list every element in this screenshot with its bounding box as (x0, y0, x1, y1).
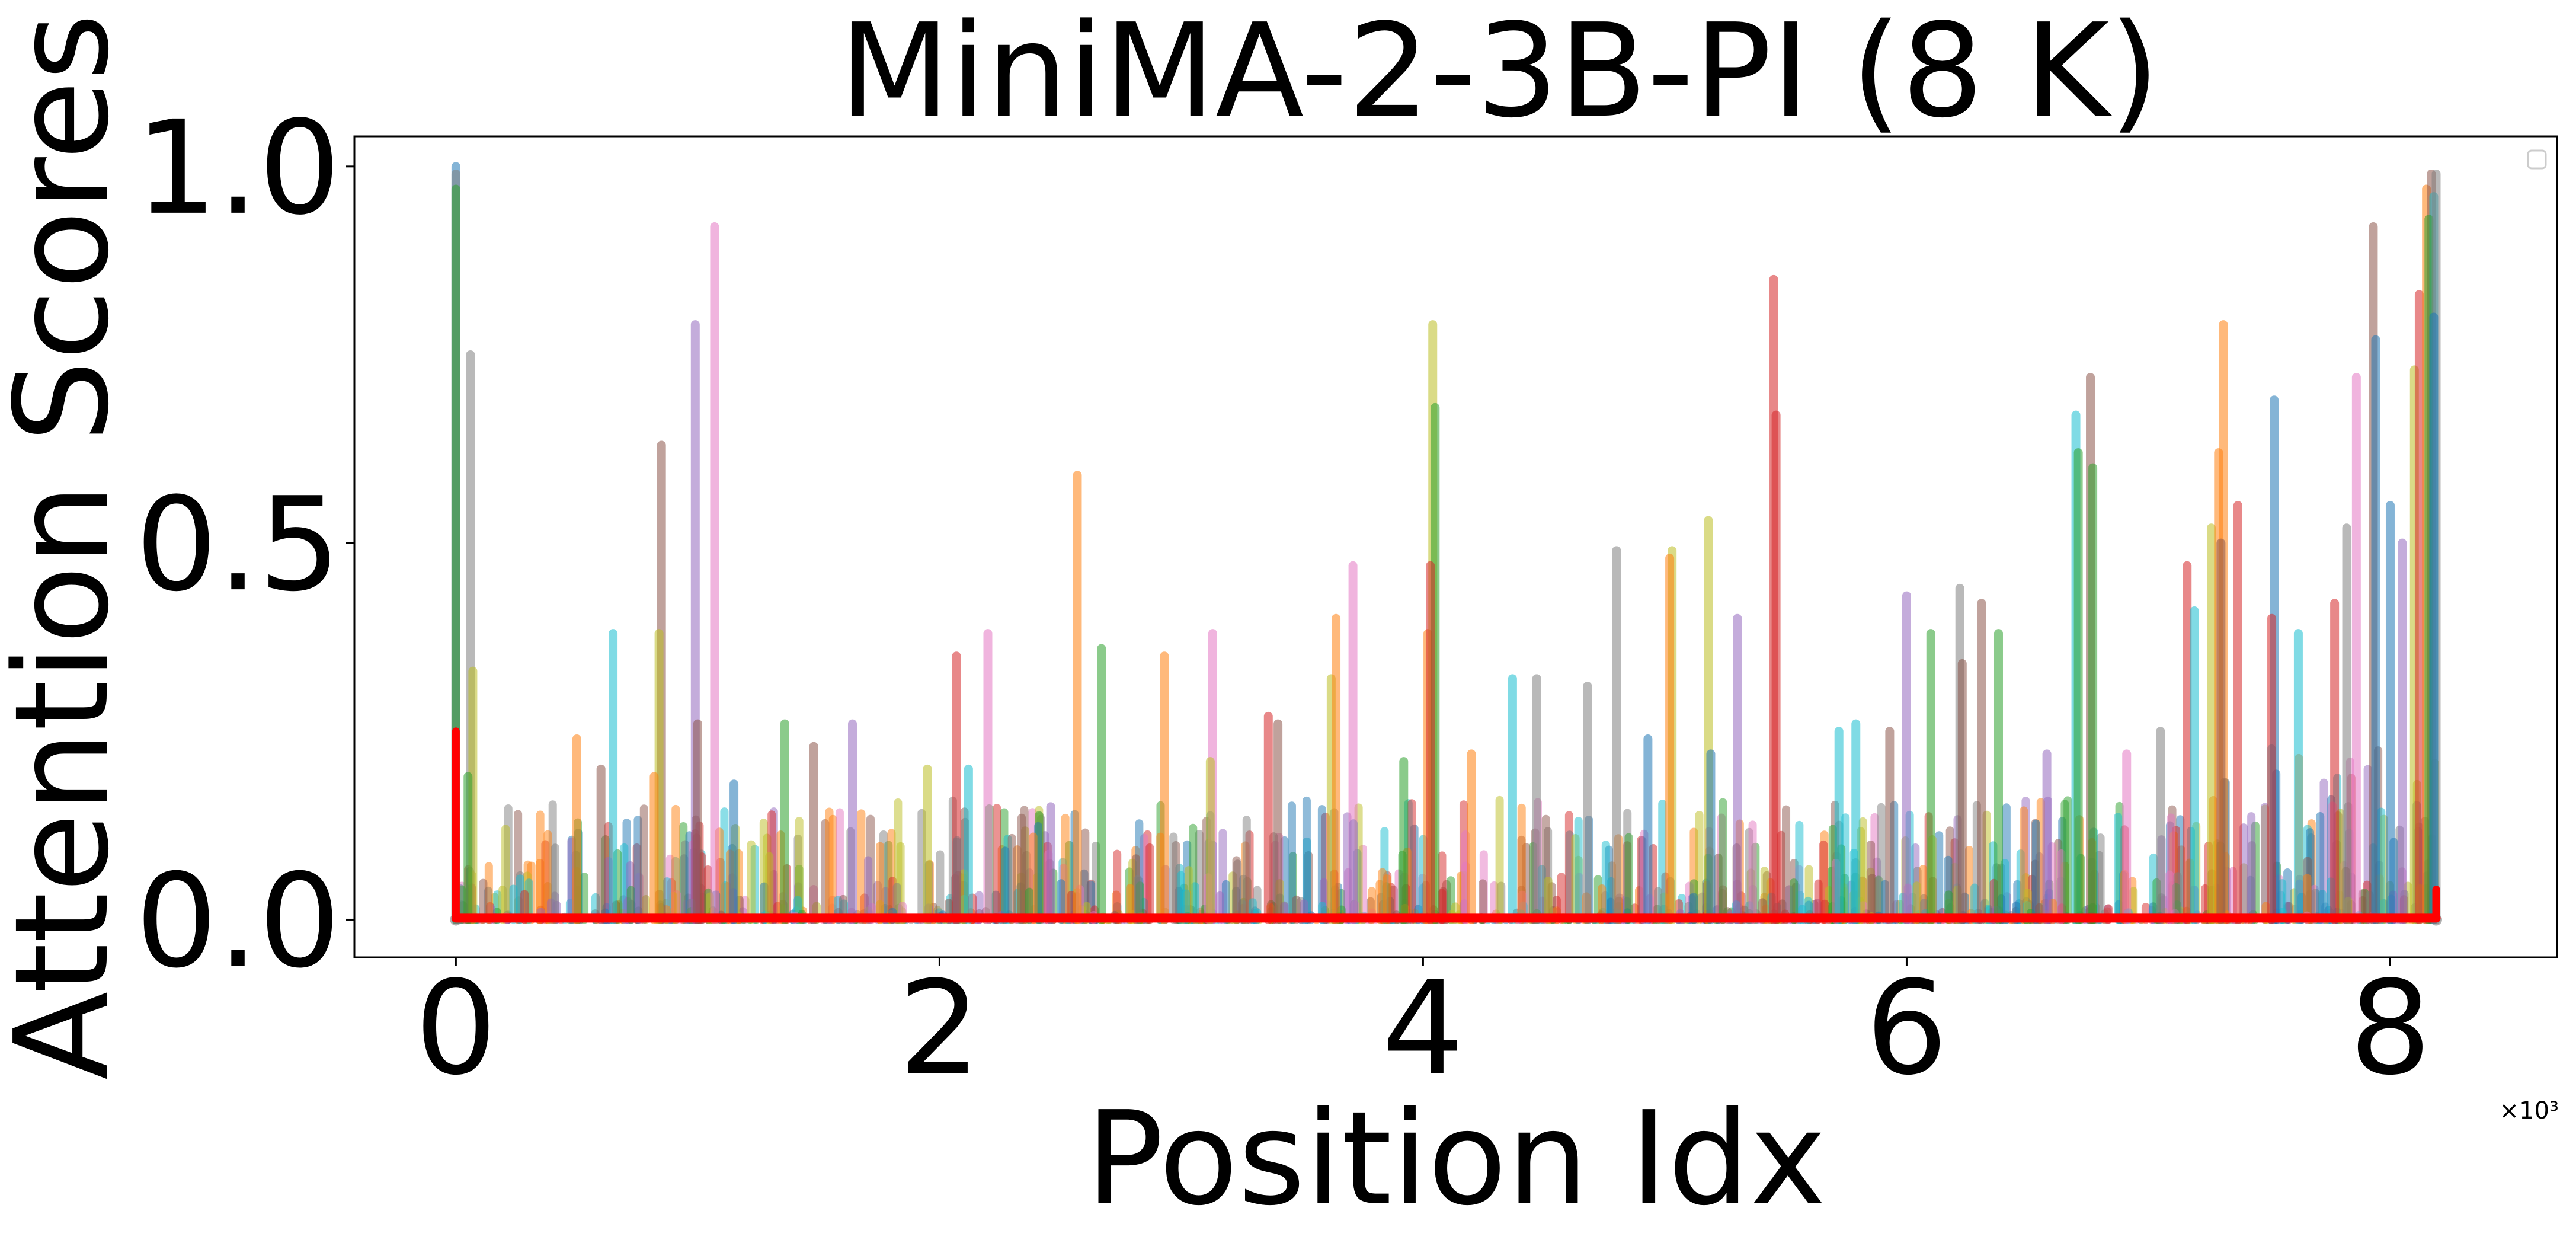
y-tick-label: 0.0 (135, 846, 341, 996)
y-tick-label: 1.0 (135, 94, 341, 244)
x-tick-label: 4 (1382, 954, 1464, 1104)
y-axis-ticks: 0.0 0.5 1.0 (135, 94, 354, 996)
y-axis-label: Attention Scores (0, 13, 137, 1080)
plot-frame (353, 135, 2558, 958)
x-tick-label: 6 (1865, 954, 1948, 1104)
x-tick-label: 2 (898, 954, 981, 1104)
highlight-series (451, 727, 2441, 923)
y-tick-label: 0.5 (135, 470, 341, 620)
legend-box (2527, 149, 2547, 170)
x-axis-label: Position Idx (1086, 1084, 1826, 1234)
x-axis-multiplier: ×10³ (2500, 1097, 2559, 1124)
x-tick-label: 0 (415, 954, 497, 1104)
x-tick-label: 8 (2349, 954, 2431, 1104)
chart-title: MiniMA-2-3B-PI (8 K) (839, 0, 2160, 146)
x-axis-ticks: 0 2 4 6 8 (415, 954, 2431, 1104)
attention-series (450, 162, 2442, 926)
